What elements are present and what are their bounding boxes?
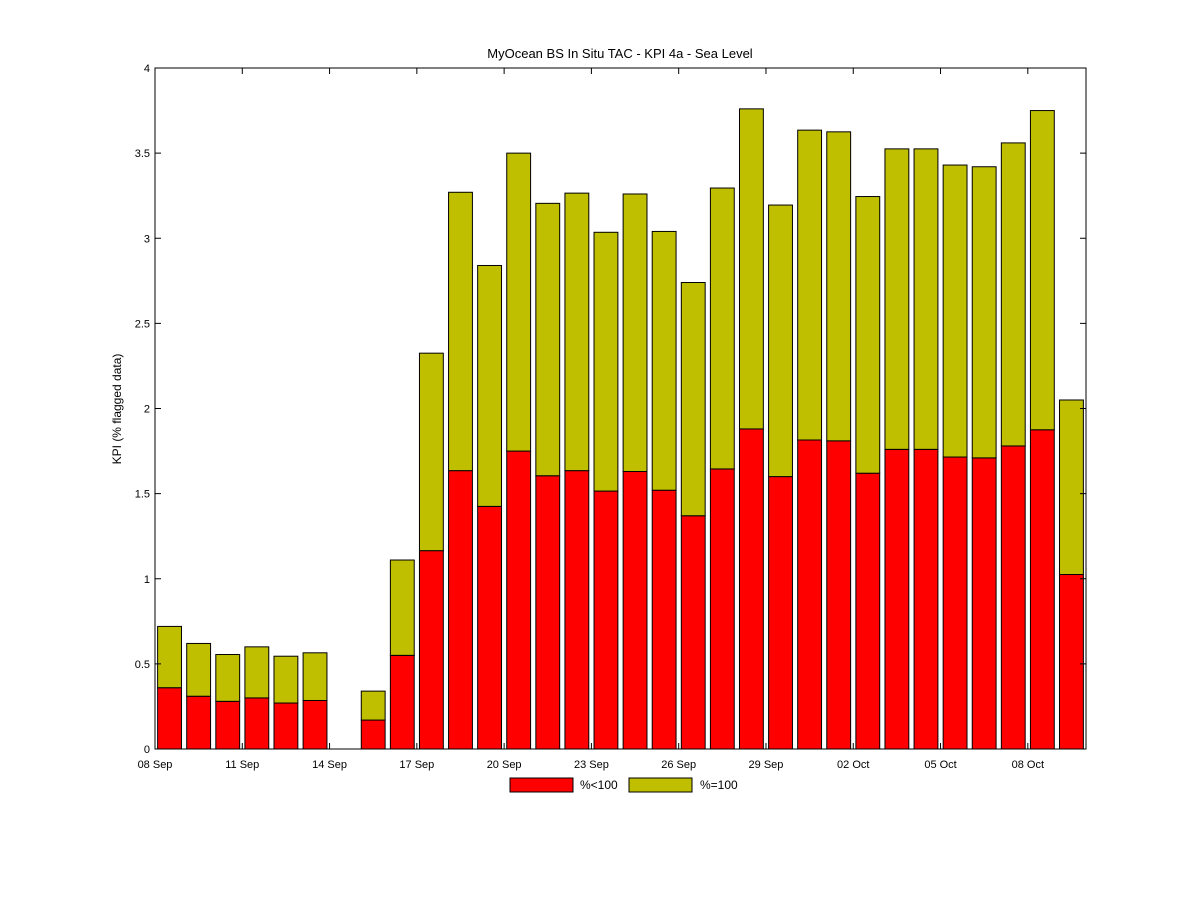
bar-lt100-20 — [738, 428, 764, 750]
x-tick-label-0: 08 Sep — [138, 759, 173, 771]
x-tick-label-10: 08 Oct — [1012, 759, 1044, 771]
bar-eq100-0 — [157, 625, 182, 689]
bar-lt100-21 — [768, 476, 793, 750]
bar-lt100-9 — [418, 550, 444, 750]
legend: %<100 %=100 — [498, 775, 752, 797]
bar-eq100-11 — [477, 264, 503, 507]
bar-lt100-12 — [506, 450, 532, 750]
bar-eq100-28 — [971, 166, 997, 459]
x-tick-label-5: 23 Sep — [574, 759, 609, 771]
bar-lt100-4 — [273, 702, 299, 750]
y-tick-label-0: 0 — [144, 744, 150, 756]
bar-eq100-7 — [360, 690, 386, 721]
bar-lt100-27 — [942, 456, 968, 750]
bar-lt100-19 — [709, 468, 735, 750]
chart-title: MyOcean BS In Situ TAC - KPI 4a - Sea Le… — [487, 46, 753, 61]
bar-eq100-2 — [215, 654, 241, 702]
bar-lt100-25 — [884, 448, 910, 750]
bar-lt100-2 — [215, 700, 241, 750]
x-tick-label-6: 26 Sep — [661, 759, 696, 771]
x-tick-label-4: 20 Sep — [487, 759, 522, 771]
bar-eq100-19 — [709, 187, 735, 470]
bars-group — [157, 108, 1084, 750]
bar-eq100-22 — [797, 129, 823, 441]
bar-eq100-18 — [680, 282, 706, 517]
bar-eq100-21 — [768, 204, 793, 478]
bar-lt100-7 — [360, 719, 386, 750]
bar-lt100-31 — [1059, 573, 1084, 750]
bar-eq100-10 — [448, 191, 473, 472]
bar-eq100-17 — [651, 230, 677, 491]
bar-eq100-23 — [826, 131, 852, 442]
bar-lt100-17 — [651, 489, 677, 750]
bar-eq100-4 — [273, 655, 299, 704]
x-tick-label-2: 14 Sep — [312, 759, 347, 771]
bar-eq100-9 — [418, 352, 444, 552]
bar-lt100-29 — [1000, 445, 1026, 750]
bar-eq100-8 — [389, 559, 415, 656]
y-tick-label-2: 1 — [144, 574, 150, 586]
legend-label-eq100: %=100 — [700, 778, 738, 792]
x-tick-label-7: 29 Sep — [749, 759, 784, 771]
bar-lt100-28 — [971, 457, 997, 750]
bar-lt100-23 — [826, 440, 852, 750]
bar-eq100-5 — [302, 652, 328, 701]
bar-eq100-1 — [186, 642, 212, 697]
y-tick-label-8: 4 — [144, 63, 150, 75]
bar-eq100-30 — [1029, 110, 1055, 431]
y-axis-label: KPI (% flagged data) — [110, 354, 124, 465]
bar-lt100-11 — [477, 505, 503, 750]
bar-lt100-8 — [389, 654, 415, 750]
legend-swatch-olive — [628, 777, 693, 793]
bar-eq100-12 — [506, 152, 532, 452]
legend-swatch-red — [509, 777, 574, 793]
legend-label-lt100: %<100 — [580, 778, 618, 792]
bar-lt100-3 — [244, 697, 270, 750]
bar-lt100-5 — [302, 699, 328, 750]
bar-eq100-14 — [564, 192, 590, 472]
y-tick-label-4: 2 — [144, 404, 150, 416]
bar-lt100-1 — [186, 695, 212, 750]
y-tick-label-6: 3 — [144, 233, 150, 245]
x-tick-label-3: 17 Sep — [399, 759, 434, 771]
bar-eq100-15 — [593, 231, 619, 492]
y-tick-label-5: 2.5 — [135, 318, 150, 330]
y-tick-label-7: 3.5 — [135, 148, 150, 160]
bar-lt100-16 — [622, 470, 648, 750]
bar-lt100-0 — [157, 687, 182, 750]
bar-eq100-13 — [535, 202, 561, 477]
bar-eq100-20 — [738, 108, 764, 430]
bar-eq100-27 — [942, 164, 968, 458]
bar-eq100-26 — [913, 148, 939, 450]
bar-lt100-30 — [1029, 429, 1055, 750]
bar-lt100-24 — [855, 472, 881, 750]
bar-lt100-26 — [913, 448, 939, 750]
bar-eq100-29 — [1000, 142, 1026, 447]
axis-ticks: 0 0.5 1 1.5 2 2.5 3 3.5 4 08 Sep 11 Sep 14 Sep 17 Se… — [135, 63, 1086, 771]
bar-eq100-3 — [244, 646, 270, 699]
y-tick-label-1: 0.5 — [135, 659, 150, 671]
y-tick-label-3: 1.5 — [135, 489, 150, 501]
x-tick-label-1: 11 Sep — [225, 759, 259, 771]
x-tick-label-9: 05 Oct — [924, 759, 956, 771]
bar-lt100-10 — [448, 470, 473, 750]
bar-eq100-31 — [1059, 399, 1084, 575]
x-tick-label-8: 02 Oct — [837, 759, 869, 771]
bar-eq100-16 — [622, 193, 648, 473]
bar-lt100-14 — [564, 470, 590, 750]
bar-lt100-22 — [797, 439, 823, 750]
bar-eq100-24 — [855, 196, 881, 474]
bar-lt100-18 — [680, 515, 706, 750]
bar-eq100-25 — [884, 148, 910, 450]
bar-lt100-15 — [593, 490, 619, 750]
bar-lt100-13 — [535, 475, 561, 750]
